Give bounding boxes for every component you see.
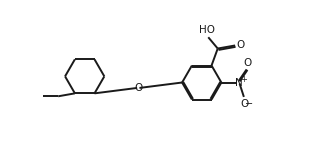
Text: O: O	[240, 99, 248, 109]
Text: +: +	[240, 75, 247, 84]
Text: N: N	[235, 78, 242, 88]
Text: O: O	[244, 58, 252, 68]
Text: −: −	[245, 99, 253, 109]
Text: HO: HO	[199, 25, 215, 35]
Text: O: O	[237, 40, 245, 51]
Text: O: O	[134, 83, 143, 93]
